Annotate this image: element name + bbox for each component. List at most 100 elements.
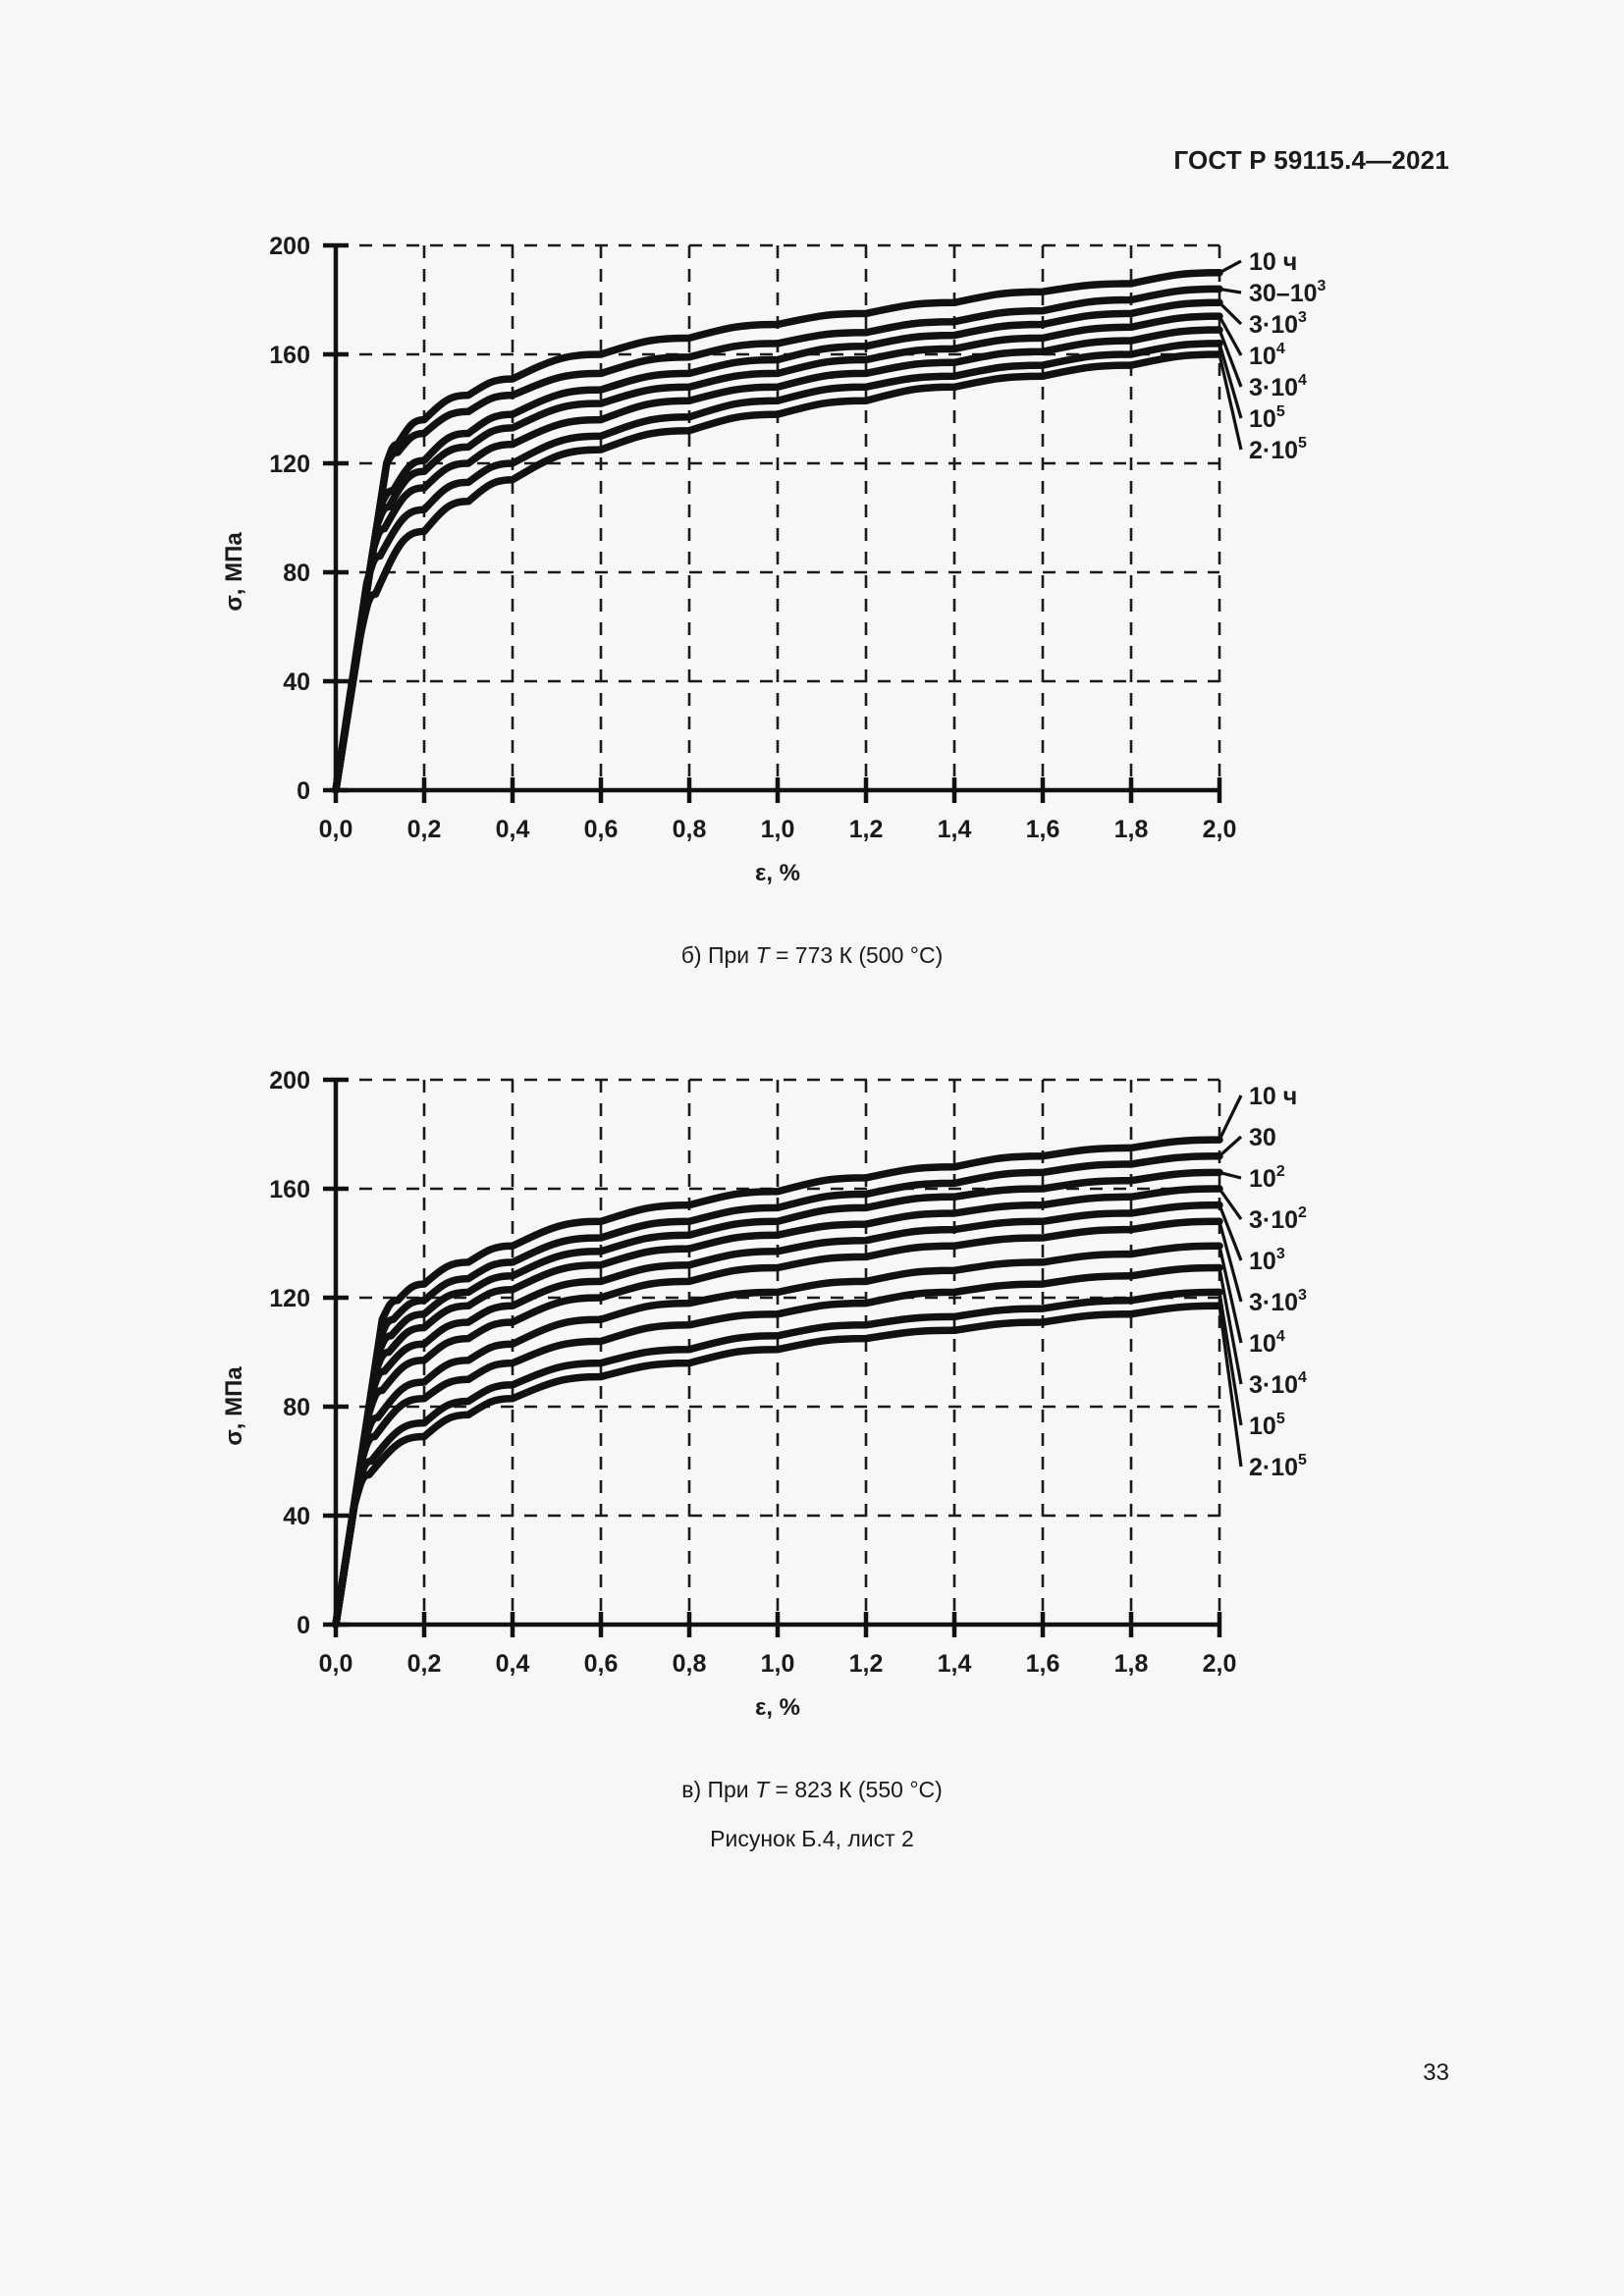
- y-tick-label-2: 80: [283, 1394, 310, 1421]
- series-label-0: 10 ч: [1249, 1083, 1297, 1110]
- y-tick-label-4: 160: [269, 1176, 310, 1203]
- chart-axes: [323, 1077, 1222, 1637]
- curve-series-7: [332, 1263, 1223, 1629]
- x-tick-label-1: 0,2: [407, 1650, 442, 1678]
- chart-series-labels: 10 ч 30 102 3·102 103 3·103 104 3·104 105 2·105: [1249, 1083, 1307, 1481]
- x-tick-label-1: 0,2: [407, 816, 442, 843]
- curve-series-6: [332, 350, 1223, 794]
- series-label-6: 2·105: [1249, 435, 1307, 464]
- figure-number-caption: Рисунок Б.4, лист 2: [710, 1826, 914, 1851]
- figure-v-caption-variable: T: [755, 1777, 770, 1802]
- chart-tick-labels: 0 40 80 120 160 200 0,0 0,2 0,4 0,6 0,8 1,0 1,2 1,4 1,…: [269, 233, 1236, 843]
- series-label-9: 2·105: [1249, 1452, 1307, 1481]
- x-tick-label-6: 1,2: [849, 816, 884, 843]
- x-axis-title: ε, %: [755, 1694, 800, 1721]
- y-axis-title: σ, МПа: [221, 1366, 247, 1446]
- series-label-2: 3·103: [1249, 309, 1307, 339]
- leader-line-9: [1218, 1306, 1243, 1468]
- x-tick-label-3: 0,6: [584, 1650, 619, 1678]
- series-label-4: 103: [1249, 1246, 1285, 1275]
- chart-leader-lines: [1218, 1095, 1243, 1468]
- curve-series-1: [332, 1151, 1223, 1629]
- leader-line-4: [1218, 329, 1243, 388]
- x-tick-label-0: 0,0: [319, 816, 353, 843]
- y-tick-label-3: 120: [269, 451, 310, 478]
- figure-b-stress-strain-773k: 0 40 80 120 160 200 0,0 0,2 0,4 0,6 0,8 1,0 1,2 1,4 1,…: [0, 206, 1624, 969]
- figure-b-caption-rest: = 773 К (500 °C): [769, 942, 944, 968]
- x-tick-label-10: 2,0: [1203, 816, 1237, 843]
- x-axis-title: ε, %: [755, 860, 800, 886]
- x-tick-label-4: 0,8: [673, 1650, 707, 1678]
- series-label-2: 102: [1249, 1163, 1285, 1193]
- curve-series-5: [332, 1217, 1223, 1629]
- chart-v-container: 0 40 80 120 160 200 0,0 0,2 0,4 0,6 0,8 1,0 1,2 1,4 1,…: [0, 1041, 1624, 1767]
- figure-v-caption-rest: = 823 К (550 °C): [769, 1777, 943, 1802]
- leader-line-1: [1218, 1135, 1243, 1157]
- leader-line-6: [1218, 1245, 1243, 1344]
- curve-series-0: [332, 1136, 1223, 1629]
- curve-series-0: [332, 269, 1223, 794]
- leader-line-0: [1218, 259, 1242, 275]
- x-tick-label-3: 0,6: [584, 816, 619, 843]
- figure-b-caption-variable: T: [755, 942, 770, 968]
- x-tick-label-10: 2,0: [1203, 1650, 1237, 1678]
- x-tick-label-9: 1,8: [1114, 1650, 1149, 1678]
- series-label-5: 105: [1249, 403, 1285, 433]
- x-tick-label-5: 1,0: [761, 816, 795, 843]
- curve-series-6: [332, 1242, 1223, 1629]
- series-label-0: 10 ч: [1249, 248, 1297, 276]
- curve-series-4: [332, 326, 1223, 794]
- figure-b-caption-prefix: б) При: [680, 942, 756, 968]
- curve-series-2: [332, 1168, 1223, 1629]
- x-tick-label-7: 1,4: [938, 816, 972, 843]
- curve-series-8: [332, 1288, 1223, 1629]
- series-label-1: 30: [1249, 1124, 1276, 1151]
- x-tick-label-8: 1,6: [1026, 816, 1060, 843]
- leader-line-5: [1218, 1220, 1243, 1303]
- x-tick-label-9: 1,8: [1114, 816, 1149, 843]
- chart-gridlines: [336, 243, 1221, 790]
- x-tick-label-5: 1,0: [761, 1650, 795, 1678]
- y-axis-title: σ, МПа: [221, 532, 247, 612]
- leader-line-0: [1218, 1095, 1243, 1141]
- leader-line-3: [1218, 1188, 1243, 1220]
- series-label-5: 3·103: [1249, 1287, 1307, 1316]
- y-tick-label-1: 40: [283, 668, 310, 696]
- chart-axes: [323, 242, 1222, 803]
- y-tick-label-3: 120: [269, 1285, 310, 1312]
- leader-line-3: [1218, 315, 1243, 356]
- curve-series-9: [332, 1302, 1223, 1629]
- leader-line-4: [1218, 1204, 1243, 1261]
- x-tick-label-2: 0,4: [496, 1650, 530, 1678]
- leader-line-5: [1218, 343, 1243, 419]
- y-tick-label-1: 40: [283, 1503, 310, 1530]
- y-tick-label-2: 80: [283, 560, 310, 587]
- leader-line-7: [1218, 1267, 1243, 1385]
- leader-line-2: [1218, 1170, 1242, 1180]
- leader-line-8: [1218, 1292, 1243, 1426]
- curve-series-5: [332, 340, 1223, 794]
- chart-tick-labels: 0 40 80 120 160 200 0,0 0,2 0,4 0,6 0,8 1,0 1,2 1,4 1,…: [269, 1067, 1236, 1678]
- y-tick-label-0: 0: [297, 1612, 310, 1639]
- page-number: 33: [1423, 2059, 1449, 2086]
- series-label-1: 30–103: [1249, 278, 1326, 307]
- series-label-7: 3·104: [1249, 1369, 1307, 1399]
- series-label-6: 104: [1249, 1328, 1285, 1358]
- y-tick-label-0: 0: [297, 777, 310, 805]
- chart-b: 0 40 80 120 160 200 0,0 0,2 0,4 0,6 0,8 1,0 1,2 1,4 1,…: [221, 233, 1326, 886]
- chart-b-container: 0 40 80 120 160 200 0,0 0,2 0,4 0,6 0,8 1,0 1,2 1,4 1,…: [0, 206, 1624, 933]
- chart-v: 0 40 80 120 160 200 0,0 0,2 0,4 0,6 0,8 1,0 1,2 1,4 1,…: [221, 1067, 1307, 1721]
- figure-v-caption: в) При T = 823 К (550 °C): [0, 1777, 1624, 1803]
- leader-line-6: [1218, 353, 1243, 451]
- chart-series-group: [332, 269, 1223, 794]
- series-label-3: 3·102: [1249, 1204, 1307, 1234]
- series-label-3: 104: [1249, 341, 1285, 370]
- x-tick-label-4: 0,8: [673, 816, 707, 843]
- leader-line-2: [1218, 301, 1243, 326]
- curve-series-4: [332, 1201, 1223, 1629]
- curve-series-3: [332, 312, 1223, 794]
- leader-line-1: [1218, 287, 1242, 294]
- curve-series-3: [332, 1185, 1223, 1629]
